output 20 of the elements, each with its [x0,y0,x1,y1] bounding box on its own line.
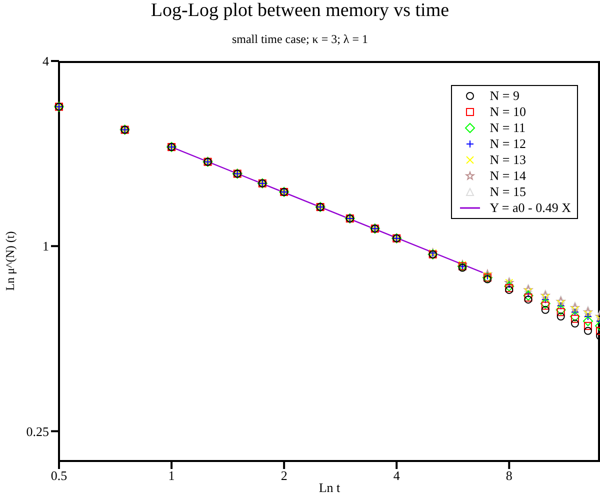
x-tick-label: 0.5 [50,468,68,484]
chart-title: Log-Log plot between memory vs time [150,0,450,22]
legend-label: N = 14 [490,168,526,184]
y-tick-label: 4 [42,54,50,69]
x-tick-label: 4 [393,468,400,484]
legend-label: N = 13 [490,152,526,168]
y-axis-title: Ln μ^(N) (t) [3,231,17,291]
x-tick-label: 8 [506,468,512,484]
legend-label: Y = a0 - 0.49 X [490,200,571,216]
x-axis-title: Ln t [318,480,340,495]
y-tick-label: 1 [42,238,49,254]
legend-label: N = 12 [490,136,526,152]
x-tick-label: 1 [168,468,175,484]
legend-label: N = 10 [490,104,526,120]
y-tick-label: 0.25 [26,424,49,439]
x-tick-label: 2 [280,468,288,484]
legend-label: N = 11 [490,120,526,136]
legend-label: N = 15 [490,184,526,200]
legend-label: N = 9 [490,88,520,104]
chart-subtitle: small time case; κ = 3; λ = 1 [230,32,370,47]
